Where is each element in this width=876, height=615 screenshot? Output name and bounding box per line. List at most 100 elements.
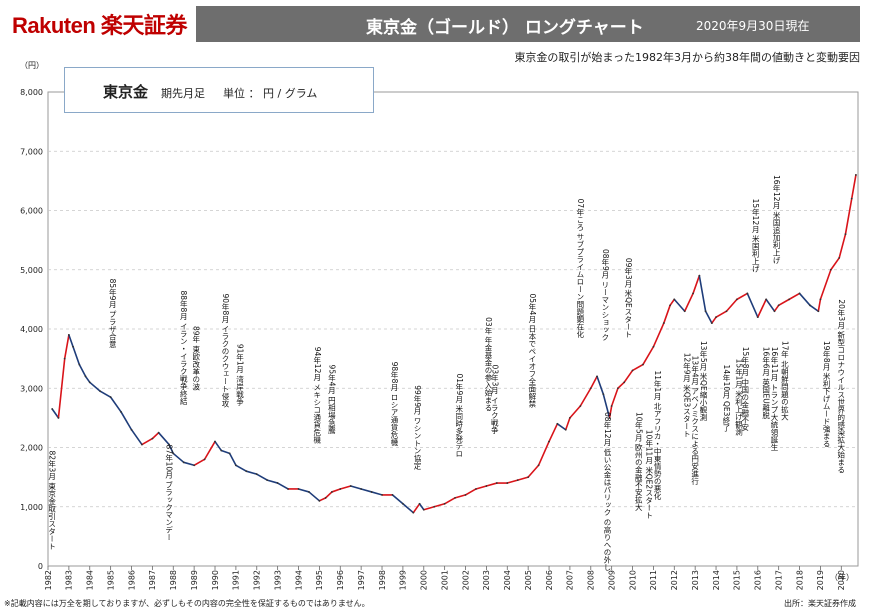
price-segment (339, 485, 352, 490)
x-tick-label: 1995 (315, 570, 324, 590)
data-point (692, 292, 694, 295)
event-annotation: 10年5月 欧州の金融不安拡大 (634, 412, 643, 512)
price-segment (266, 479, 279, 484)
x-tick-label: 1983 (65, 570, 74, 590)
data-point (109, 396, 112, 399)
price-segment (141, 437, 154, 446)
price-segment (324, 491, 333, 499)
data-point (798, 292, 801, 295)
data-point (157, 431, 160, 434)
data-point (51, 408, 54, 410)
price-segment (418, 502, 425, 511)
data-point (485, 485, 488, 487)
price-segment (130, 428, 143, 446)
data-point (228, 452, 231, 455)
data-point (245, 470, 248, 473)
x-tick-label: 1993 (273, 570, 282, 590)
price-segment (746, 292, 759, 318)
price-segment (596, 375, 605, 395)
x-tick-label: 1994 (294, 570, 303, 590)
event-annotation: 05年4月 日本でペイオフ全面解禁 (528, 293, 537, 407)
data-point (855, 174, 857, 176)
price-segment (516, 476, 529, 481)
price-segment (623, 369, 634, 384)
price-segment (669, 298, 676, 307)
price-segment (537, 440, 550, 467)
event-annotation: 20年3月 新型コロナウイルス世界的感染拡大始まる (837, 299, 846, 473)
rakuten-logo: Rakuten 楽天証券 (12, 13, 187, 38)
x-tick-label: 1986 (127, 570, 136, 590)
price-segment (78, 363, 87, 378)
x-tick-label: 2012 (670, 570, 679, 590)
price-segment (704, 310, 713, 324)
data-point (683, 310, 686, 313)
price-segment (817, 298, 822, 313)
data-point (214, 440, 216, 443)
event-annotation: 16年12月 米国追加利上げ (772, 175, 781, 264)
data-point (57, 416, 60, 419)
data-point (88, 381, 91, 384)
data-point (788, 298, 791, 301)
data-point (78, 363, 81, 366)
data-point (182, 461, 185, 464)
data-point (308, 491, 310, 493)
data-point (829, 268, 832, 271)
event-annotation: 13年5月 米QE縮小観測 (699, 341, 708, 422)
y-tick-label: 4,000 (20, 325, 43, 334)
price-segment (331, 488, 342, 493)
data-point (220, 449, 223, 452)
legend-box: 東京金 期先月足 単位 ： 円 / グラム (64, 67, 374, 113)
price-segment (349, 485, 362, 490)
price-segment (63, 334, 70, 360)
price-segment (464, 488, 477, 496)
price-segment (214, 440, 223, 452)
price-segment (51, 408, 60, 419)
price-segment (506, 479, 519, 484)
data-point (617, 387, 619, 390)
price-segment (276, 482, 289, 490)
event-annotation: 10年11月 米QE2スタート (644, 430, 653, 519)
chart-subtitle: 東京金の取引が始まった1982年3月から約38年間の値動きと変動要因 (514, 51, 860, 64)
as-of-date: 2020年9月30日現在 (696, 19, 810, 33)
data-point (168, 443, 170, 446)
data-point (809, 304, 811, 307)
y-tick-label: 0 (38, 562, 43, 571)
event-annotation: 98年8月 ロシア通貨危機 (390, 362, 399, 447)
data-point (516, 479, 519, 481)
data-point (266, 479, 269, 481)
data-point (579, 405, 582, 407)
price-segment (99, 390, 112, 398)
x-tick-label: 2013 (691, 570, 700, 590)
data-point (120, 411, 122, 413)
x-tick-label: 2005 (524, 570, 533, 590)
event-annotation: 14年10月 QE3終了 (722, 365, 731, 432)
disclaimer: ※記載内容には万全を期しておりますが、必ずしもその内容の完全性を保証するものでは… (4, 599, 370, 608)
data-point (339, 488, 342, 490)
x-tick-label: 1988 (169, 570, 178, 590)
data-point (422, 508, 425, 511)
data-point (172, 452, 175, 455)
x-tick-label: 1985 (106, 570, 115, 590)
x-tick-label: 2015 (733, 570, 742, 590)
event-annotation: 15年12月 米国利上げ (751, 199, 760, 273)
event-annotation: 12年9月 米QE3スタート (682, 353, 691, 438)
price-segment (72, 345, 81, 366)
price-segment (391, 494, 404, 505)
data-point (412, 511, 415, 514)
title-bar: 東京金（ゴールド） ロングチャート 2020年9月30日現在 (196, 6, 860, 42)
data-point (610, 405, 613, 407)
data-point (631, 369, 634, 372)
x-tick-label: 2004 (503, 570, 512, 590)
data-point (564, 428, 567, 431)
y-unit-label: （円） (20, 61, 44, 70)
data-point (623, 381, 626, 384)
event-annotation: 08年9月 リーマンショック (601, 249, 610, 341)
data-point (331, 491, 333, 493)
price-segment (360, 488, 373, 493)
price-segment (228, 452, 237, 467)
data-point (838, 257, 841, 259)
legend-unit: 単位 ： 円 / グラム (223, 87, 318, 100)
x-tick-label: 1984 (86, 570, 95, 590)
event-annotation: 16年11月 トランプ大統領誕生 (770, 347, 779, 451)
